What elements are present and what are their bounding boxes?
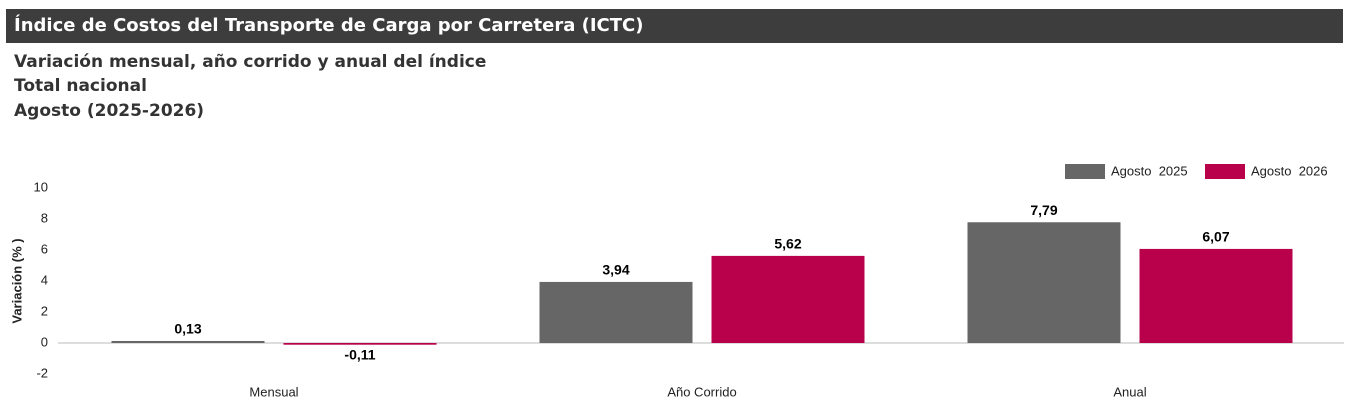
- x-tick-label: Mensual: [249, 384, 298, 399]
- legend-swatch: [1205, 164, 1245, 179]
- subtitle: Agosto (2025-2026): [14, 101, 205, 121]
- bar: [539, 281, 693, 343]
- x-tick-label: Anual: [1113, 384, 1146, 399]
- y-tick-label: 6: [41, 241, 48, 256]
- bar: [111, 340, 265, 343]
- subtitle: Variación mensual, año corrido y anual d…: [14, 52, 487, 72]
- y-tick-label: 8: [41, 210, 48, 225]
- header-title: Índice de Costos del Transporte de Carga…: [6, 9, 1343, 43]
- legend-swatch: [1065, 164, 1105, 179]
- legend-label: Agosto 2025: [1111, 163, 1188, 178]
- x-tick-label: Año Corrido: [667, 384, 736, 399]
- value-label: 6,07: [1202, 229, 1229, 245]
- y-tick-label: 0: [41, 334, 48, 349]
- y-tick-label: -2: [36, 365, 48, 380]
- value-label: 3,94: [602, 262, 629, 278]
- bar: [711, 255, 865, 343]
- legend-label: Agosto 2026: [1251, 163, 1328, 178]
- bar: [1139, 248, 1293, 343]
- value-label: 7,79: [1030, 202, 1057, 218]
- bar: [967, 222, 1121, 343]
- y-tick-label: 4: [41, 272, 48, 287]
- y-tick-label: 2: [41, 303, 48, 318]
- subtitle: Total nacional: [14, 76, 147, 96]
- bar: [283, 343, 437, 345]
- y-axis-label: Variación (% ): [9, 238, 24, 323]
- y-tick-label: 10: [34, 179, 48, 194]
- value-label: 5,62: [774, 236, 801, 252]
- value-label: 0,13: [174, 321, 201, 337]
- value-label: -0,11: [344, 347, 375, 363]
